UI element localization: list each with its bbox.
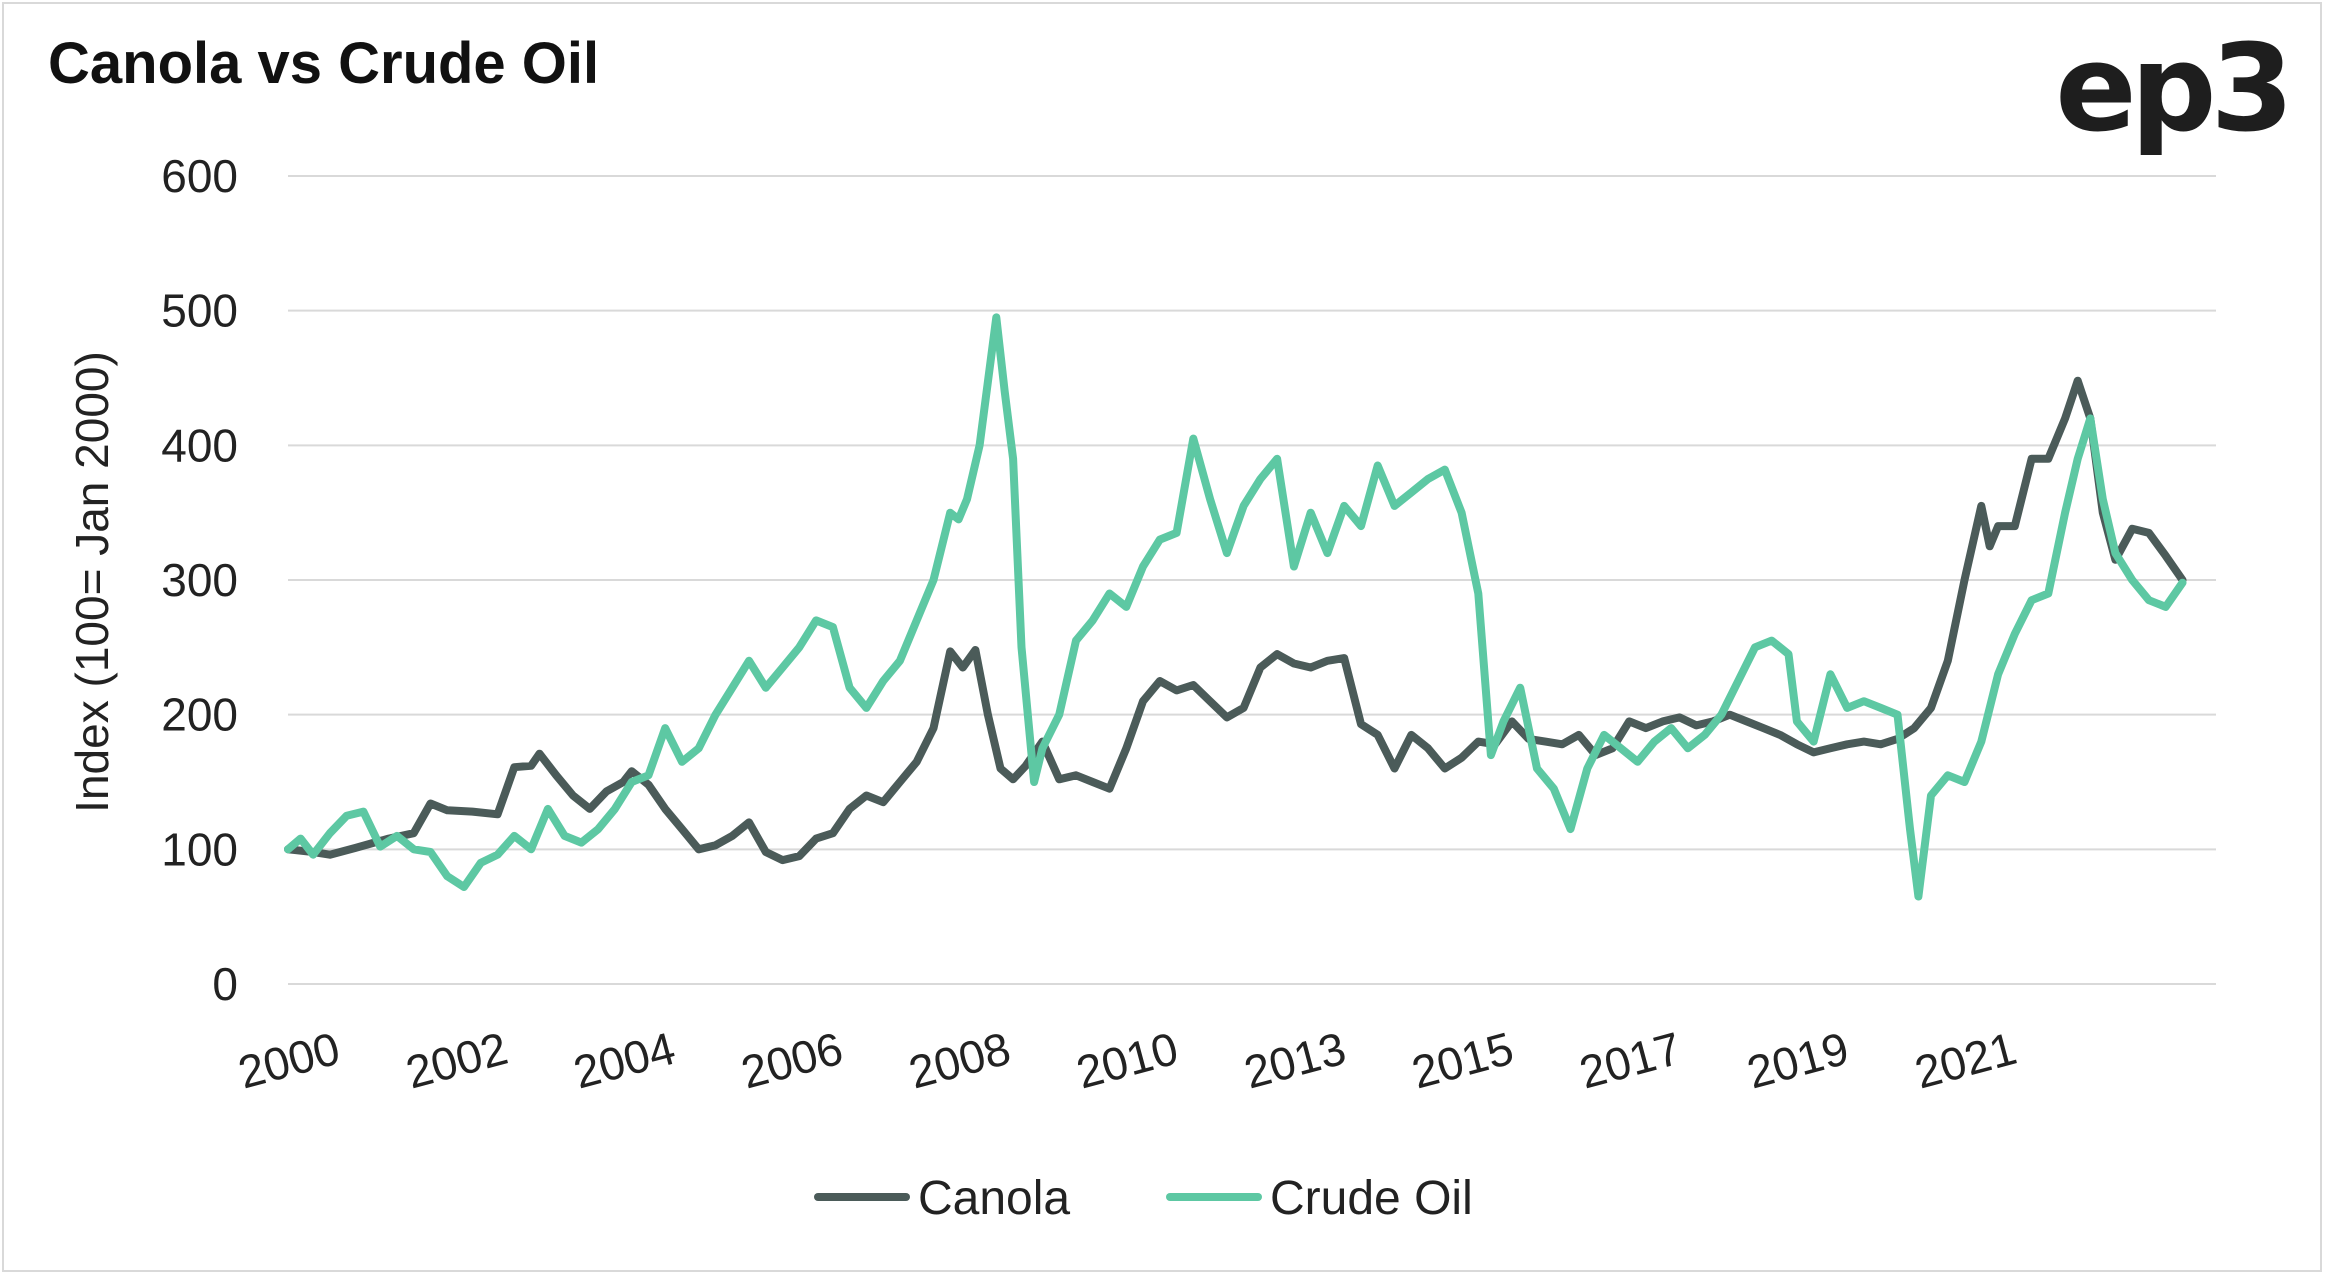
x-tick-label: 2000 (233, 1022, 345, 1099)
y-tick-label: 100 (161, 823, 238, 875)
series-lines (284, 313, 2187, 901)
series-line-canola (284, 376, 2187, 865)
y-tick-label: 400 (161, 419, 238, 471)
y-tick-label: 600 (161, 150, 238, 202)
x-axis-ticks: 2000 2002 2004 2006 2008 2010 2013 2015 2017 2019… (233, 1022, 2022, 1099)
y-tick-label: 0 (212, 958, 238, 1010)
x-tick-label: 2015 (1406, 1022, 1518, 1099)
series-line-crude-oil (284, 313, 2187, 901)
legend: Canola Crude Oil (814, 1172, 1473, 1225)
ep3-logo: ep3 (2055, 20, 2294, 159)
gridlines (288, 175, 2216, 985)
x-tick-label: 2004 (568, 1022, 680, 1099)
x-tick-label: 2021 (1909, 1022, 2021, 1099)
x-tick-label: 2002 (400, 1022, 512, 1099)
y-tick-label: 500 (161, 285, 238, 337)
y-tick-label: 200 (161, 689, 238, 741)
y-axis-label: Index (100= Jan 2000) (66, 351, 118, 813)
chart-title: Canola vs Crude Oil (48, 31, 600, 96)
legend-label-crude-oil: Crude Oil (1270, 1172, 1473, 1225)
x-tick-label: 2017 (1574, 1022, 1686, 1099)
x-tick-label: 2008 (903, 1022, 1015, 1099)
x-tick-label: 2010 (1071, 1022, 1183, 1099)
y-axis-ticks: 0 100 200 300 400 500 600 (161, 150, 238, 1010)
legend-label-canola: Canola (918, 1172, 1070, 1225)
x-tick-label: 2006 (736, 1022, 848, 1099)
x-tick-label: 2019 (1742, 1022, 1854, 1099)
y-tick-label: 300 (161, 554, 238, 606)
x-tick-label: 2013 (1239, 1022, 1351, 1099)
